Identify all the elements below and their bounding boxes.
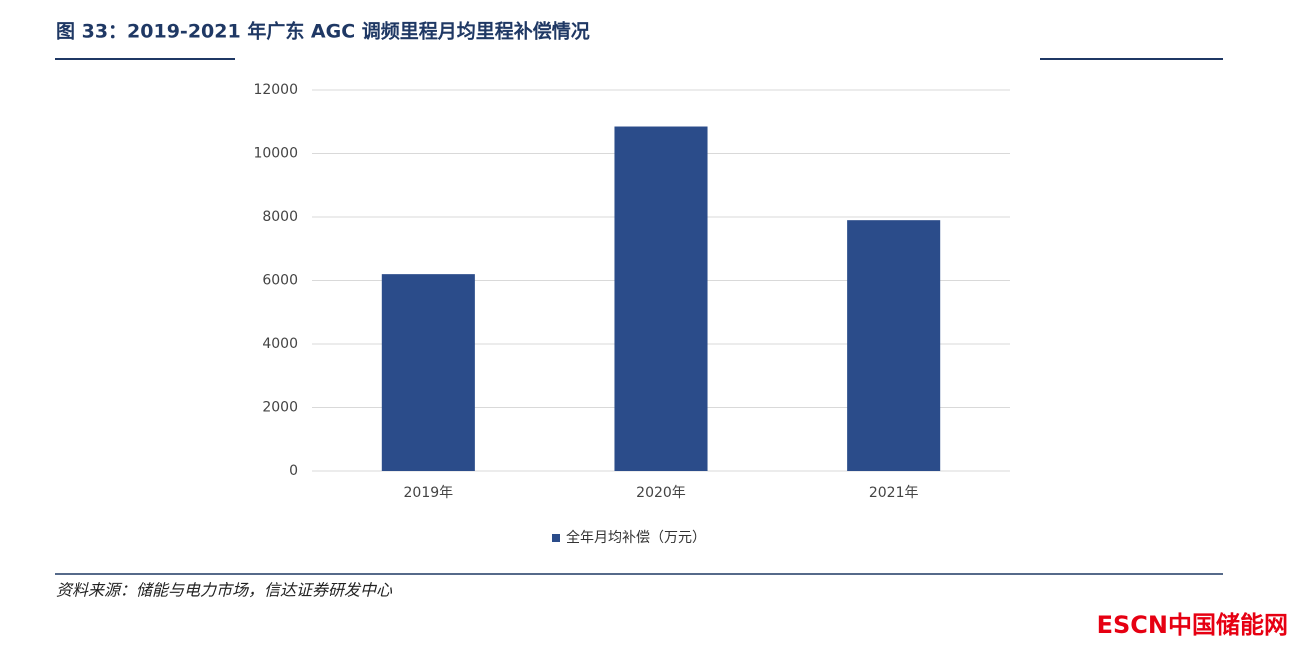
watermark: ESCN中国储能网 <box>1097 611 1288 639</box>
x-tick-label: 2021年 <box>869 485 919 501</box>
bar <box>381 274 475 471</box>
y-tick-label: 12000 <box>253 82 298 98</box>
legend-swatch <box>552 534 560 542</box>
legend-label: 全年月均补偿（万元） <box>566 529 706 546</box>
x-tick-label: 2020年 <box>636 485 686 501</box>
y-tick-label: 4000 <box>262 336 298 352</box>
y-tick-label: 6000 <box>262 273 298 289</box>
y-tick-label: 8000 <box>262 209 298 225</box>
bar <box>614 126 708 471</box>
watermark-brand: ESCN <box>1097 611 1168 639</box>
x-tick-label: 2019年 <box>404 485 454 501</box>
y-tick-label: 10000 <box>253 146 298 162</box>
watermark-name: 中国储能网 <box>1168 611 1288 639</box>
y-tick-label: 2000 <box>262 400 298 416</box>
source: 资料来源：储能与电力市场，信达证券研发中心 <box>56 581 393 600</box>
bar <box>847 220 941 471</box>
chart-title: 图 33：2019-2021 年广东 AGC 调频里程月均里程补偿情况 <box>56 20 590 43</box>
y-tick-label: 0 <box>289 463 298 479</box>
